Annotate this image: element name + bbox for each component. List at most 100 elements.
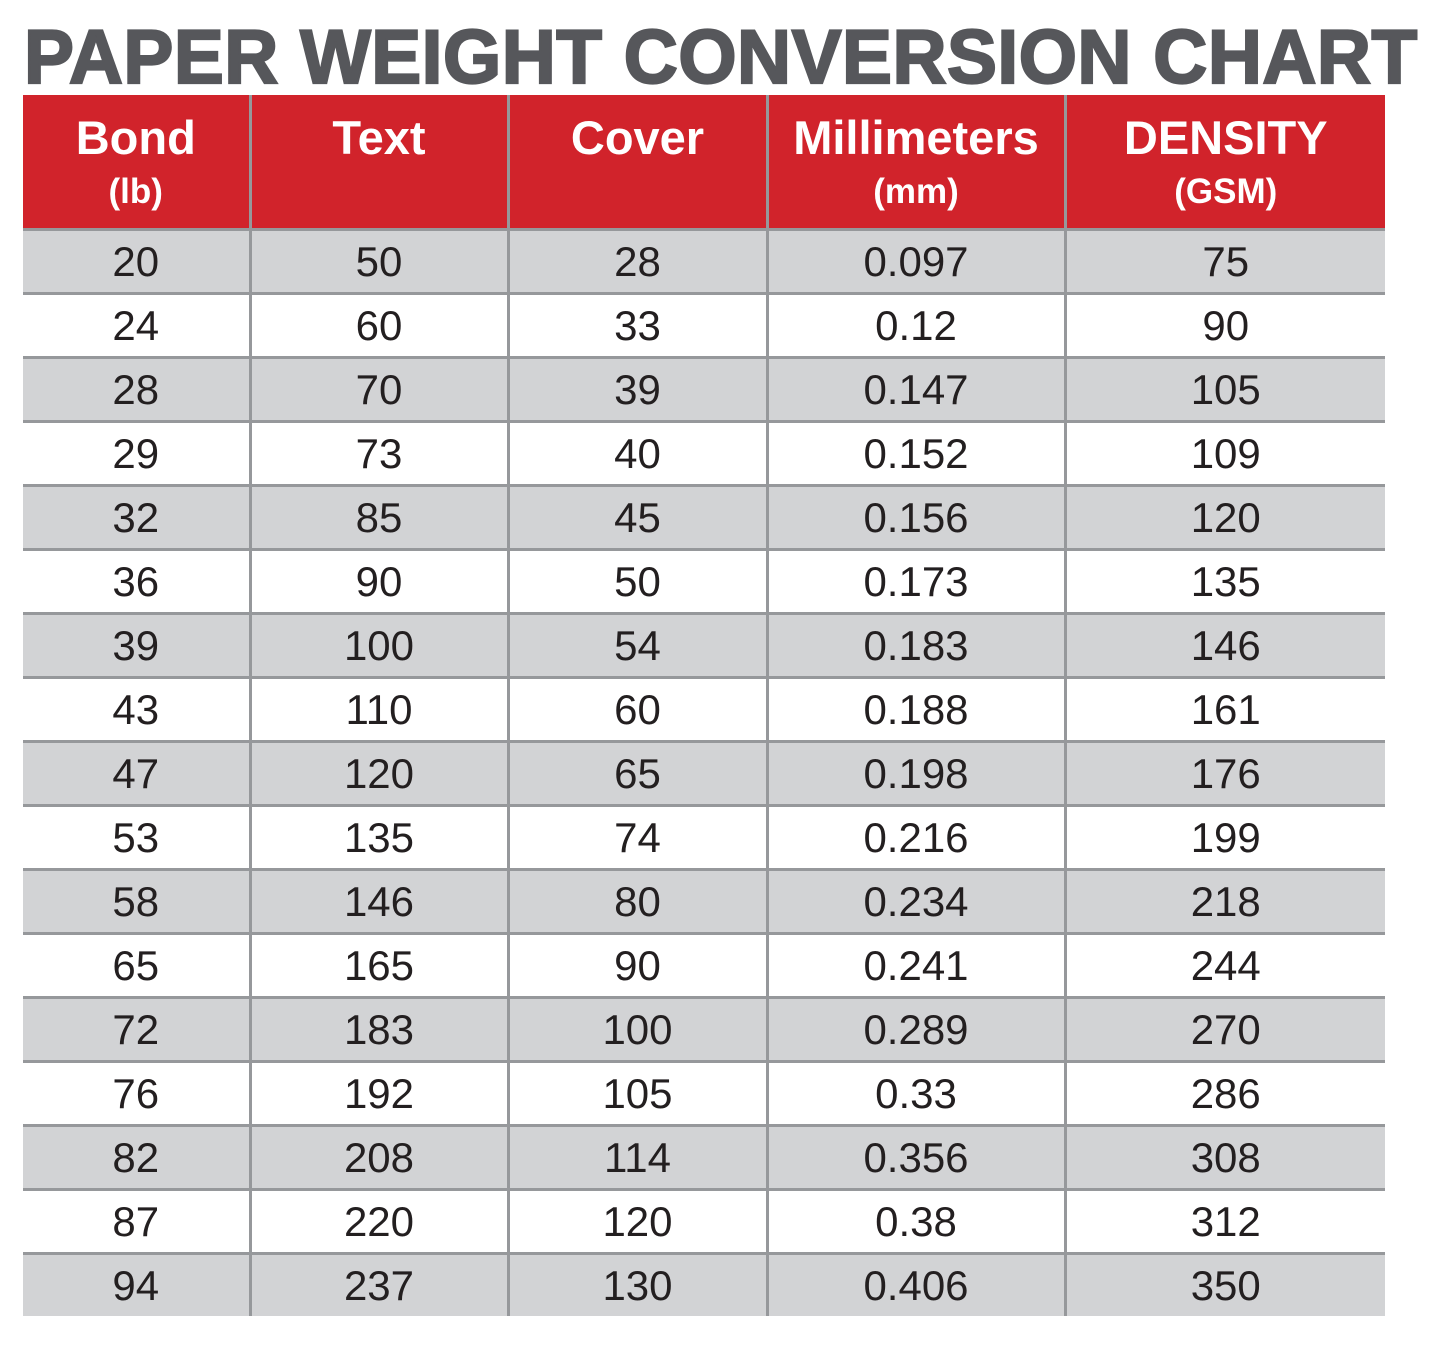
- table-cell: 0.156: [765, 484, 1067, 551]
- table-cell: 0.198: [765, 740, 1067, 807]
- table-cell: 120: [1063, 484, 1387, 551]
- table-cell: 24: [21, 292, 252, 359]
- column-unit: (GSM): [1174, 171, 1278, 211]
- table-cell: 244: [1063, 932, 1387, 999]
- table-cell: 70: [248, 356, 510, 423]
- table-cell: 50: [248, 228, 510, 295]
- table-cell: 218: [1063, 868, 1387, 935]
- table-cell: 0.33: [765, 1060, 1067, 1127]
- table-cell: 176: [1063, 740, 1387, 807]
- table-cell: 100: [506, 996, 769, 1063]
- table-row: 29 73 40 0.152 109: [21, 420, 1387, 487]
- table-cell: 20: [21, 228, 252, 295]
- table-cell: 120: [248, 740, 510, 807]
- table-cell: 0.188: [765, 676, 1067, 743]
- table-row: 53 135 74 0.216 199: [21, 804, 1387, 871]
- table-cell: 237: [248, 1252, 510, 1318]
- table-cell: 39: [506, 356, 769, 423]
- table-cell: 114: [506, 1124, 769, 1191]
- table-cell: 75: [1063, 228, 1387, 295]
- table-cell: 60: [506, 676, 769, 743]
- table-cell: 0.183: [765, 612, 1067, 679]
- table-row: 28 70 39 0.147 105: [21, 356, 1387, 423]
- table-body: 20 50 28 0.097 75 24 60 33 0.12 90 28 70 39 0.147 105 2…: [21, 228, 1387, 1318]
- table-cell: 82: [21, 1124, 252, 1191]
- table-cell: 308: [1063, 1124, 1387, 1191]
- column-unit: [510, 164, 766, 213]
- table-cell: 208: [248, 1124, 510, 1191]
- table-row: 82 208 114 0.356 308: [21, 1124, 1387, 1191]
- table-cell: 0.12: [765, 292, 1067, 359]
- column-label: Cover: [570, 111, 705, 164]
- table-cell: 0.152: [765, 420, 1067, 487]
- column-header-density: DENSITY (GSM): [1063, 93, 1387, 231]
- table-row: 87 220 120 0.38 312: [21, 1188, 1387, 1255]
- table-cell: 120: [506, 1188, 769, 1255]
- table-cell: 45: [506, 484, 769, 551]
- column-label: Text: [332, 111, 426, 164]
- table-row: 47 120 65 0.198 176: [21, 740, 1387, 807]
- table-row: 24 60 33 0.12 90: [21, 292, 1387, 359]
- header-row: Bond (lb) Text Cover Millimeters (mm) DE…: [21, 93, 1387, 231]
- table-cell: 135: [1063, 548, 1387, 615]
- table-cell: 220: [248, 1188, 510, 1255]
- table-cell: 105: [1063, 356, 1387, 423]
- table-cell: 33: [506, 292, 769, 359]
- table-cell: 130: [506, 1252, 769, 1318]
- column-header-millimeters: Millimeters (mm): [765, 93, 1067, 231]
- table-cell: 85: [248, 484, 510, 551]
- table-cell: 47: [21, 740, 252, 807]
- table-cell: 54: [506, 612, 769, 679]
- table-cell: 60: [248, 292, 510, 359]
- table-cell: 43: [21, 676, 252, 743]
- table-cell: 65: [21, 932, 252, 999]
- table-cell: 0.147: [765, 356, 1067, 423]
- table-row: 43 110 60 0.188 161: [21, 676, 1387, 743]
- table-cell: 0.356: [765, 1124, 1067, 1191]
- table-header: Bond (lb) Text Cover Millimeters (mm) DE…: [21, 93, 1387, 231]
- column-header-text: Text: [248, 93, 510, 231]
- table-cell: 105: [506, 1060, 769, 1127]
- table-cell: 350: [1063, 1252, 1387, 1318]
- table-cell: 65: [506, 740, 769, 807]
- table-row: 20 50 28 0.097 75: [21, 228, 1387, 295]
- column-unit: (lb): [108, 171, 163, 211]
- table-cell: 110: [248, 676, 510, 743]
- table-cell: 94: [21, 1252, 252, 1318]
- table-cell: 183: [248, 996, 510, 1063]
- column-unit: [252, 164, 507, 213]
- table-cell: 135: [248, 804, 510, 871]
- column-unit: (mm): [873, 171, 959, 211]
- column-label: DENSITY: [1123, 111, 1328, 164]
- table-cell: 165: [248, 932, 510, 999]
- table-cell: 39: [21, 612, 252, 679]
- table-cell: 0.406: [765, 1252, 1067, 1318]
- table-cell: 0.38: [765, 1188, 1067, 1255]
- table-cell: 80: [506, 868, 769, 935]
- table-cell: 53: [21, 804, 252, 871]
- table-cell: 0.173: [765, 548, 1067, 615]
- table-cell: 28: [21, 356, 252, 423]
- table-cell: 74: [506, 804, 769, 871]
- table-cell: 312: [1063, 1188, 1387, 1255]
- table-cell: 146: [248, 868, 510, 935]
- column-header-cover: Cover: [506, 93, 769, 231]
- column-label: Millimeters: [793, 111, 1039, 164]
- table-cell: 90: [248, 548, 510, 615]
- table-cell: 90: [1063, 292, 1387, 359]
- table-cell: 0.241: [765, 932, 1067, 999]
- table-row: 58 146 80 0.234 218: [21, 868, 1387, 935]
- table-cell: 192: [248, 1060, 510, 1127]
- table-row: 39 100 54 0.183 146: [21, 612, 1387, 679]
- table-cell: 72: [21, 996, 252, 1063]
- table-cell: 270: [1063, 996, 1387, 1063]
- table-cell: 32: [21, 484, 252, 551]
- table-cell: 40: [506, 420, 769, 487]
- table-cell: 109: [1063, 420, 1387, 487]
- page-title: PAPER WEIGHT CONVERSION CHART: [23, 14, 1418, 101]
- table-cell: 199: [1063, 804, 1387, 871]
- table-cell: 90: [506, 932, 769, 999]
- table-cell: 87: [21, 1188, 252, 1255]
- table-cell: 28: [506, 228, 769, 295]
- table-cell: 146: [1063, 612, 1387, 679]
